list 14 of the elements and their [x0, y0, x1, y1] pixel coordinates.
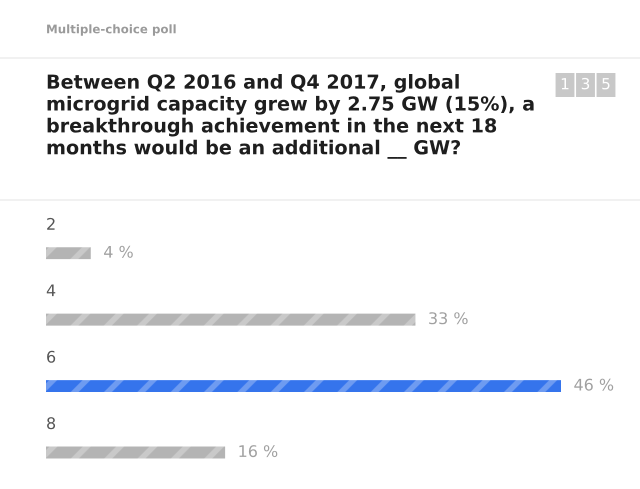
y-tick-label: 4 — [46, 284, 56, 296]
y-tick-label: 6 — [47, 350, 56, 363]
y-tick-label: 2 — [47, 218, 55, 230]
text: Multiple-choice poll — [47, 24, 176, 36]
data-label: 33 % — [429, 312, 468, 324]
chart-title: Between Q2 2016 and Q4 2017, global microgrid capacity grew by 2.75 GW (15%), a breakthrough achievement in the next 18 months would be an additional __ GW? — [48, 74, 534, 159]
bar — [46, 247, 91, 260]
data-label: 4 % — [104, 246, 133, 258]
bar — [46, 314, 416, 326]
bar — [46, 380, 561, 392]
data-label: 16 % — [239, 445, 278, 458]
y-tick-label: 8 — [47, 417, 56, 430]
bar — [46, 446, 226, 459]
data-label: 46 % — [574, 378, 614, 391]
